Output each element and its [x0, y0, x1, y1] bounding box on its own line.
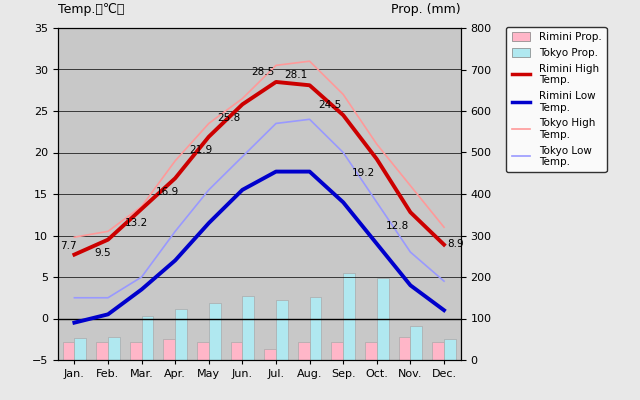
Bar	[298, 342, 310, 360]
Bar	[74, 338, 86, 360]
Text: 24.5: 24.5	[318, 100, 342, 110]
Text: 28.1: 28.1	[285, 70, 308, 80]
Bar	[432, 342, 444, 360]
Text: 19.2: 19.2	[352, 168, 375, 178]
Bar	[276, 300, 288, 360]
Bar	[310, 297, 321, 360]
Bar	[209, 303, 221, 360]
Text: 13.2: 13.2	[125, 218, 148, 228]
Bar	[108, 337, 120, 360]
Bar	[163, 339, 175, 360]
Bar	[399, 337, 410, 360]
Bar	[332, 342, 343, 360]
Bar	[264, 349, 276, 360]
Text: Temp.（℃）: Temp.（℃）	[58, 3, 124, 16]
Bar	[444, 339, 456, 360]
Text: 28.5: 28.5	[251, 67, 275, 77]
Bar	[410, 326, 422, 360]
Text: Prop. (mm): Prop. (mm)	[391, 3, 461, 16]
Bar	[141, 316, 154, 360]
Text: 16.9: 16.9	[156, 187, 179, 197]
Bar	[377, 278, 388, 360]
Text: 7.7: 7.7	[61, 241, 77, 251]
Bar	[130, 342, 141, 360]
Bar	[96, 342, 108, 360]
Bar	[365, 342, 377, 360]
Bar	[343, 273, 355, 360]
Bar	[175, 308, 187, 360]
Legend: Rimini Prop., Tokyo Prop., Rimini High
Temp., Rimini Low
Temp., Tokyo High
Temp.: Rimini Prop., Tokyo Prop., Rimini High T…	[506, 26, 607, 172]
Text: 21.9: 21.9	[189, 145, 212, 155]
Text: 25.8: 25.8	[218, 113, 241, 123]
Bar	[197, 342, 209, 360]
Text: 9.5: 9.5	[94, 248, 111, 258]
Bar	[243, 296, 254, 360]
Bar	[63, 342, 74, 360]
Text: 8.9: 8.9	[447, 240, 463, 250]
Text: 12.8: 12.8	[385, 221, 409, 231]
Bar	[230, 342, 243, 360]
